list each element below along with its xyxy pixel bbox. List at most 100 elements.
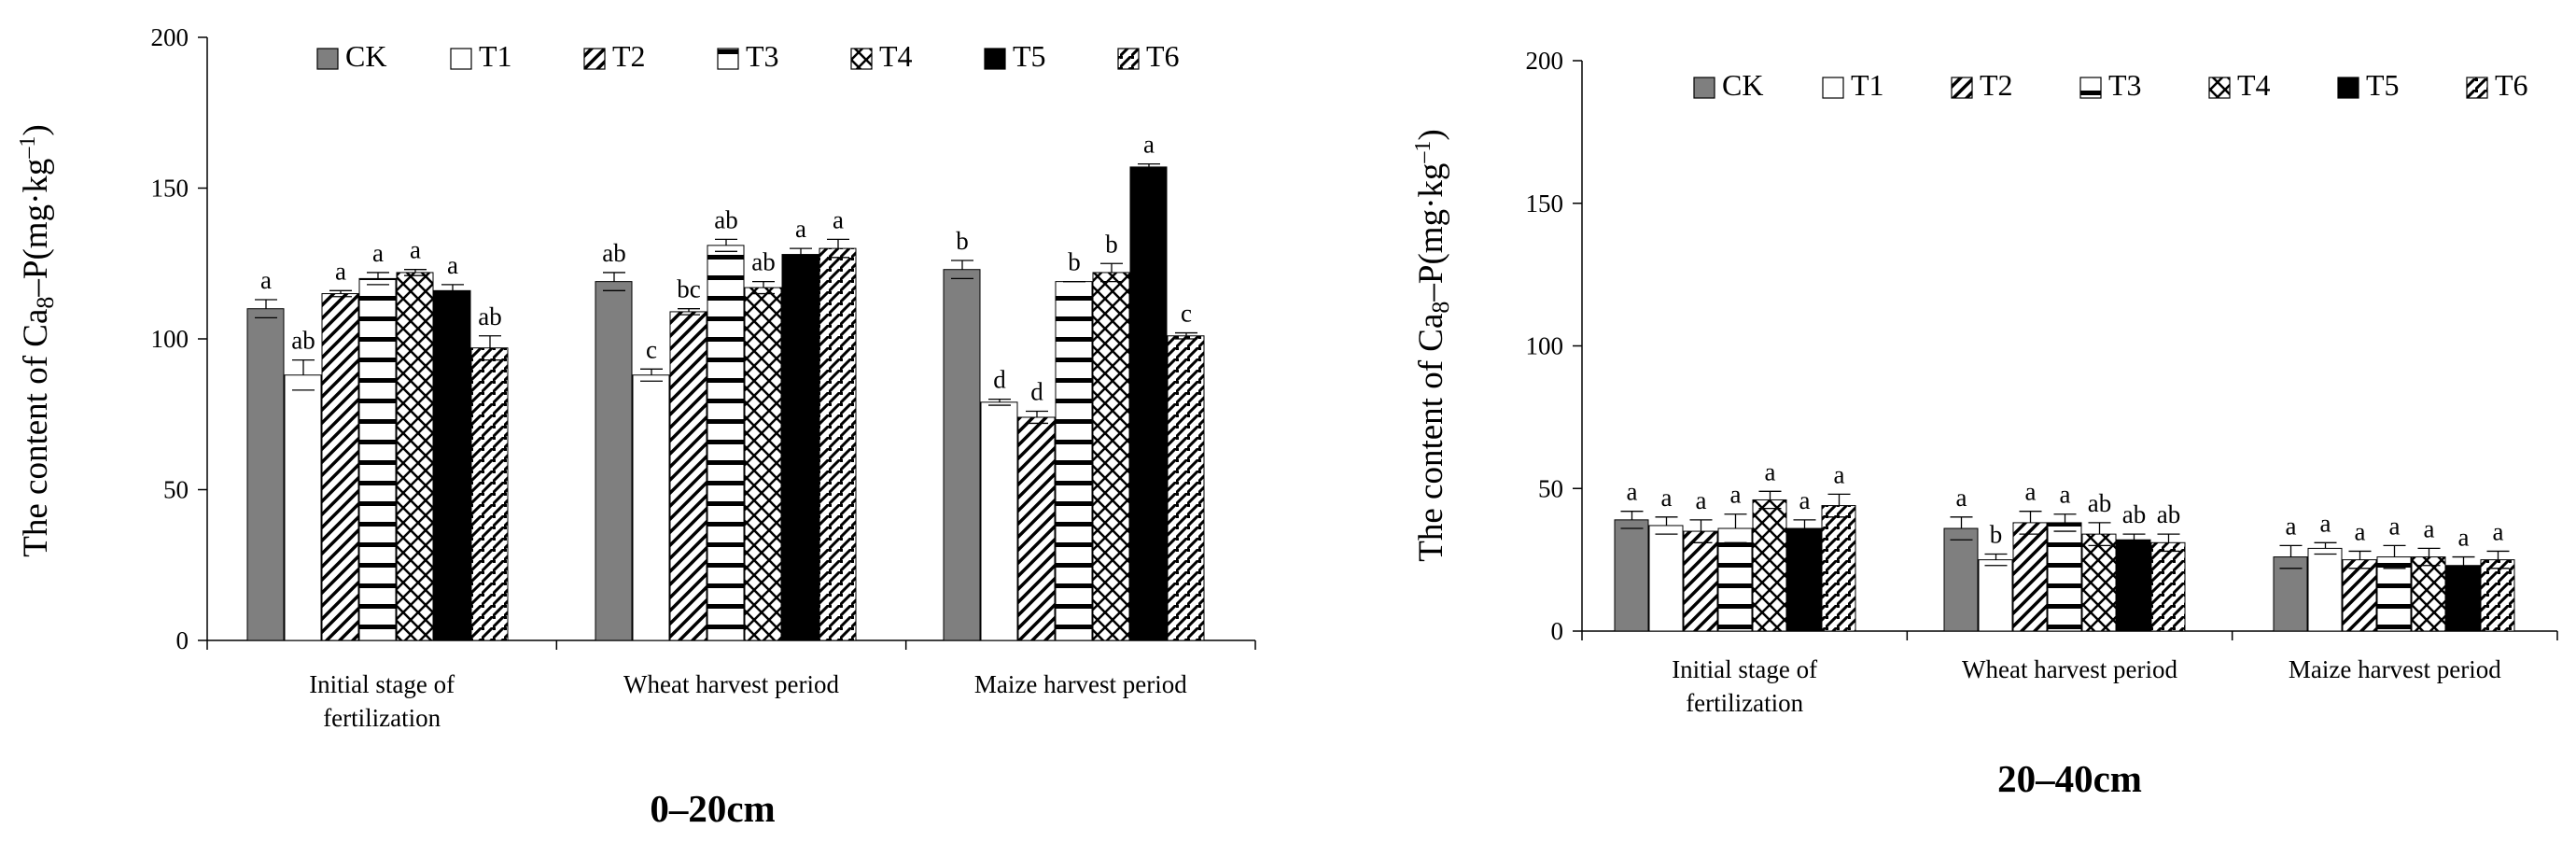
category-label: Initial stage of	[309, 670, 455, 698]
y-tick-label: 100	[1526, 332, 1564, 360]
legend-label: T6	[2495, 68, 2528, 102]
significance-letter: ab	[602, 239, 625, 267]
significance-letter: d	[1030, 378, 1043, 406]
significance-letter: a	[260, 266, 272, 294]
significance-letter: ab	[478, 302, 501, 330]
bar	[1055, 281, 1093, 641]
legend-label: T4	[2237, 68, 2271, 102]
significance-letter: a	[2458, 524, 2470, 552]
significance-letter: a	[2025, 478, 2037, 506]
bar	[2116, 539, 2151, 632]
significance-letter: b	[1105, 230, 1118, 258]
legend-swatch	[1693, 77, 1715, 99]
legend-swatch	[2337, 77, 2359, 99]
significance-letter: ab	[2157, 500, 2180, 528]
significance-letter: b	[1068, 248, 1081, 276]
significance-letter: a	[1143, 131, 1155, 159]
y-tick-label: 150	[1526, 190, 1564, 218]
significance-letter: a	[1730, 481, 1742, 509]
bar	[358, 277, 397, 641]
significance-letter: b	[1990, 521, 2003, 549]
bar	[669, 311, 707, 641]
legend-swatch	[850, 48, 873, 70]
y-tick-label: 50	[163, 476, 189, 504]
bar	[1786, 527, 1822, 632]
bar	[1683, 530, 1718, 632]
y-tick-label: 0	[1551, 617, 1564, 645]
legend-label: T5	[2366, 68, 2400, 102]
bar	[470, 347, 509, 641]
y-axis-label: The content of Ca8–P(mg·kg–1)	[16, 124, 59, 556]
legend-label: T4	[879, 39, 913, 73]
bar	[2480, 559, 2515, 632]
category-label: fertilization	[1686, 689, 1803, 717]
bar	[2273, 556, 2308, 632]
bar	[2411, 556, 2446, 632]
significance-letter: a	[1696, 486, 1707, 514]
significance-letter: c	[1181, 300, 1192, 328]
y-tick-label: 150	[151, 175, 189, 203]
significance-letter: a	[2320, 509, 2331, 537]
significance-letter: a	[1799, 486, 1811, 514]
bar	[2047, 522, 2082, 632]
legend-label: T6	[1146, 39, 1180, 73]
significance-letter: a	[2060, 481, 2071, 509]
significance-letter: b	[956, 227, 969, 255]
legend-swatch	[2466, 77, 2488, 99]
bar	[595, 281, 633, 641]
significance-letter: ab	[291, 327, 315, 355]
significance-letter: ab	[714, 205, 737, 233]
bar	[2150, 541, 2186, 632]
category-label: fertilization	[323, 704, 441, 732]
significance-letter: a	[795, 215, 806, 243]
bar	[781, 254, 819, 641]
chart-1: 0 50 100 150 200 The content of Ca8–P(mg·kg–1…	[16, 23, 1256, 830]
significance-letter: c	[646, 335, 657, 363]
bar	[2445, 565, 2481, 632]
bar	[819, 247, 857, 641]
bar	[246, 308, 285, 641]
significance-letter: ab	[751, 248, 775, 276]
significance-letter: bc	[677, 275, 701, 303]
significance-letter: a	[1956, 484, 1967, 512]
bar	[1614, 519, 1649, 632]
category-label: Wheat harvest period	[623, 670, 839, 698]
y-tick-label: 50	[1538, 474, 1563, 502]
category-label: Wheat harvest period	[1962, 655, 2177, 683]
significance-letter: a	[2355, 517, 2366, 545]
legend-label: T1	[479, 39, 512, 73]
bar	[2012, 522, 2048, 632]
significance-letter: a	[2493, 517, 2504, 545]
legend-swatch	[717, 48, 739, 70]
bar	[943, 269, 981, 641]
bar	[980, 401, 1018, 641]
bar	[744, 287, 782, 641]
chart-xlabel: 20–40cm	[1997, 757, 2142, 800]
bar	[1017, 416, 1056, 641]
legend-swatch	[583, 48, 606, 70]
category-label: Maize harvest period	[2289, 655, 2501, 683]
y-tick-label: 200	[1526, 47, 1564, 75]
legend-swatch	[1117, 48, 1140, 70]
category-label: Initial stage of	[1672, 655, 1817, 683]
legend-label: T5	[1013, 39, 1046, 73]
bar	[1821, 505, 1856, 632]
legend-label: T2	[612, 39, 646, 73]
significance-letter: a	[335, 257, 346, 285]
legend-label: CK	[1722, 68, 1763, 102]
y-tick-label: 200	[151, 23, 189, 51]
significance-letter: a	[447, 251, 458, 279]
bar	[1943, 527, 1979, 632]
legend-label: CK	[345, 39, 386, 73]
legend-label: T3	[746, 39, 779, 73]
legend-swatch	[2079, 77, 2102, 99]
legend-label: T1	[1851, 68, 1884, 102]
significance-letter: a	[2286, 512, 2297, 540]
bar	[2307, 547, 2343, 632]
legend-swatch	[2208, 77, 2231, 99]
bar	[2376, 556, 2412, 632]
significance-letter: d	[993, 366, 1006, 394]
significance-letter: ab	[2122, 500, 2146, 528]
bar	[2081, 533, 2117, 632]
